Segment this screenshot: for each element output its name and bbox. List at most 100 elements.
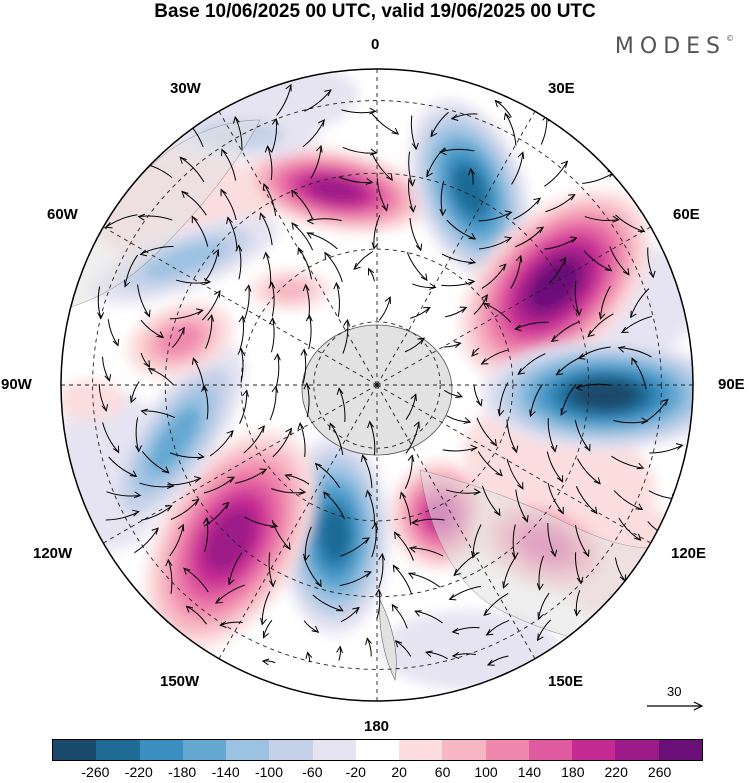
wind-arrow: [544, 237, 577, 250]
wind-arrow: [268, 552, 274, 587]
wind-arrow: [134, 527, 159, 554]
wind-arrow: [618, 347, 652, 358]
wind-arrowhead: [201, 384, 208, 392]
wind-arrowhead: [365, 489, 372, 498]
wind-arrowhead: [235, 244, 243, 252]
wind-arrowhead: [473, 488, 482, 496]
wind-arrowhead: [493, 508, 501, 517]
wind-arrowhead: [620, 326, 629, 333]
wind-arrowhead: [300, 348, 308, 356]
lon-label-90e: 90E: [718, 376, 745, 393]
wind-arrow: [452, 653, 477, 657]
wind-arrowhead: [536, 226, 545, 234]
wind-arrow: [307, 232, 338, 250]
wind-arrowhead: [495, 469, 503, 477]
wind-arrow: [512, 524, 516, 559]
wind-arrow: [101, 356, 110, 382]
wind-arrow: [409, 547, 444, 557]
wind-arrowhead: [424, 650, 433, 658]
wind-arrow: [140, 319, 164, 339]
wind-arrowhead: [430, 129, 438, 138]
lon-label-90w: 90W: [1, 376, 32, 393]
wind-arrowhead: [470, 444, 478, 452]
wind-arrowhead: [486, 659, 495, 666]
wind-arrowhead: [661, 398, 669, 406]
wind-arrow: [430, 111, 449, 137]
wind-arrowhead: [407, 454, 415, 462]
wind-arrow: [510, 255, 522, 289]
wind-arrowhead: [399, 491, 407, 500]
wind-arrow: [473, 294, 488, 315]
wind-arrow: [442, 447, 477, 452]
wind-arrowhead: [130, 395, 137, 404]
wind-arrow: [472, 524, 482, 558]
wind-arrow: [583, 250, 612, 272]
wind-arrowhead: [411, 142, 419, 151]
wind-arrowhead: [242, 389, 249, 398]
colorbar-tick-label: 260: [647, 764, 672, 780]
wind-arrow: [338, 176, 373, 184]
wind-arrowhead: [451, 652, 460, 659]
brand-mark: ©: [726, 34, 734, 43]
wind-arrowhead: [384, 296, 391, 304]
wind-arrow: [486, 619, 510, 636]
colorbar-tick-label: -100: [254, 764, 284, 780]
wind-arrow: [304, 526, 312, 561]
wind-arrowhead: [391, 127, 400, 135]
modes-logo: MODES©: [615, 34, 734, 59]
lon-label-30w: 30W: [170, 80, 201, 97]
wind-arrow: [220, 189, 237, 221]
wind-arrow: [483, 302, 512, 323]
wind-arrowhead: [143, 360, 151, 368]
wind-arrow: [373, 214, 381, 249]
wind-arrow: [209, 430, 234, 457]
wind-arrow: [124, 254, 139, 287]
colorbar-swatch: [615, 740, 659, 760]
wind-arrow: [323, 491, 346, 520]
wind-arrow: [215, 584, 245, 604]
wind-arrowhead: [329, 422, 336, 431]
wind-arrowhead: [262, 183, 270, 191]
wind-arrow: [478, 237, 512, 250]
wind-arrowhead: [575, 384, 583, 391]
wind-arrowhead: [622, 268, 630, 276]
wind-arrowhead: [590, 506, 598, 515]
wind-arrow: [410, 115, 417, 150]
wind-arrow: [366, 490, 375, 525]
wind-arrowhead: [439, 208, 447, 217]
wind-arrow: [179, 156, 205, 183]
wind-arrow: [547, 483, 564, 514]
wind-arrowhead: [306, 232, 315, 239]
wind-arrowhead: [426, 169, 433, 178]
wind-arrowhead: [604, 264, 613, 272]
latitude-circle: [92, 100, 662, 670]
wind-arrowhead: [598, 312, 606, 320]
wind-arrowhead: [215, 597, 223, 604]
wind-arrowhead: [226, 429, 234, 438]
wind-arrowhead: [262, 630, 270, 639]
wind-arrow: [408, 572, 441, 588]
wind-arrow: [405, 421, 420, 454]
anomaly-contour: [307, 177, 363, 203]
wind-arrowhead: [584, 444, 591, 452]
colorbar-swatch: [53, 740, 97, 760]
wind-arrow: [575, 486, 598, 514]
vector-scale-value: 30: [667, 684, 682, 699]
wind-arrowhead: [517, 151, 525, 160]
wind-arrowhead: [481, 294, 488, 302]
wind-arrowhead: [637, 225, 646, 233]
wind-arrowhead: [476, 398, 483, 407]
wind-arrowhead: [311, 625, 320, 633]
colorbar-swatch: [528, 740, 573, 760]
wind-arrowhead: [504, 236, 513, 243]
wind-arrow: [306, 383, 310, 418]
wind-arrowhead: [394, 640, 403, 648]
wind-arrowhead: [536, 633, 544, 642]
wind-arrow: [243, 425, 265, 454]
anomaly-contour: [452, 163, 488, 217]
wind-arrowhead: [260, 617, 267, 626]
wind-arrow: [339, 571, 372, 587]
wind-arrow: [529, 384, 543, 417]
wind-arrow: [411, 518, 445, 524]
wind-arrowhead: [164, 505, 173, 512]
